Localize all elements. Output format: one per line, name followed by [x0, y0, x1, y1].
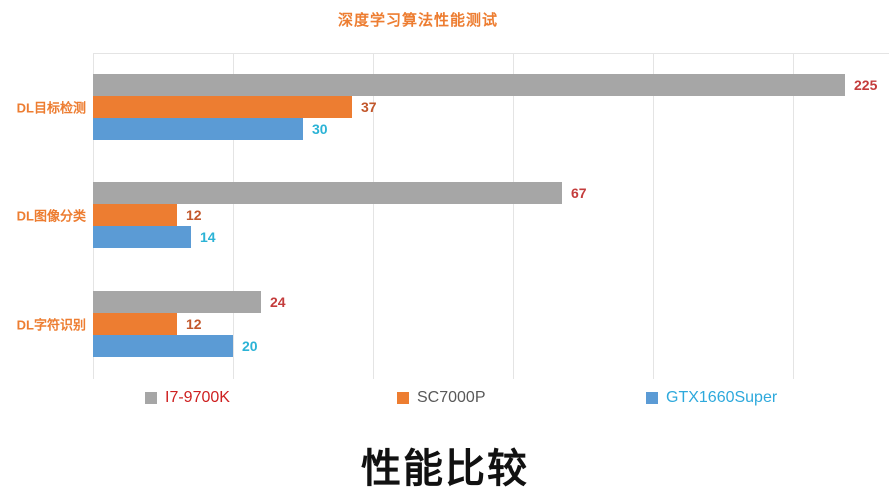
bar-row: 30: [93, 118, 890, 141]
bar: [93, 312, 177, 335]
bar-value-label: 20: [242, 337, 258, 354]
bar-value-label: 14: [200, 229, 216, 246]
bar-groups: DL目标检测 225 37 30 DL图像分类 67 12 14 DL字符识别 24 12 20: [0, 53, 890, 378]
bar: [93, 96, 352, 119]
bar-row: 225: [93, 74, 890, 97]
legend-item: GTX1660Super: [646, 389, 777, 407]
legend: I7-9700K SC7000P GTX1660Super: [0, 389, 890, 411]
legend-label: SC7000P: [417, 389, 486, 406]
bar: [93, 74, 845, 97]
bar-group: DL字符识别 24 12 20: [0, 270, 890, 378]
bar-row: 24: [93, 290, 890, 313]
bar-value-label: 12: [186, 315, 202, 332]
legend-swatch: [397, 392, 409, 404]
plot-area: DL目标检测 225 37 30 DL图像分类 67 12 14 DL字符识别 24 12 20: [0, 53, 890, 379]
gridline: [373, 54, 374, 379]
chart-title: 深度学习算法性能测试: [337, 12, 498, 29]
bar-group: DL目标检测 225 37 30: [0, 53, 890, 161]
category-label: DL字符识别: [16, 317, 86, 333]
bar-value-label: 225: [854, 77, 878, 94]
legend-swatch: [646, 392, 658, 404]
bar: [93, 118, 303, 141]
gridline: [513, 54, 514, 379]
legend-swatch: [145, 392, 157, 404]
bar-value-label: 24: [270, 293, 286, 310]
legend-item: I7-9700K: [145, 389, 230, 407]
bar-value-label: 67: [571, 185, 587, 202]
bar-value-label: 12: [186, 207, 202, 224]
legend-item: SC7000P: [397, 389, 486, 407]
bar: [93, 334, 233, 357]
bar-row: 20: [93, 334, 890, 357]
bar: [93, 226, 191, 249]
bar-value-label: 37: [361, 99, 377, 116]
bar-group: DL图像分类 67 12 14: [0, 161, 890, 269]
bar: [93, 182, 562, 205]
bar-row: 14: [93, 226, 890, 249]
bar: [93, 290, 261, 313]
category-label: DL图像分类: [16, 208, 86, 224]
legend-label: GTX1660Super: [666, 389, 778, 406]
bar-row: 12: [93, 312, 890, 335]
bar-value-label: 30: [312, 121, 328, 138]
bar-row: 67: [93, 182, 890, 205]
category-label: DL目标检测: [16, 100, 86, 116]
gridline: [793, 54, 794, 379]
bottom-title: 性能比较: [361, 447, 529, 491]
bar: [93, 204, 177, 227]
bar-row: 37: [93, 96, 890, 119]
gridline: [233, 54, 234, 379]
gridline: [653, 54, 654, 379]
bar-row: 12: [93, 204, 890, 227]
legend-label: I7-9700K: [165, 389, 230, 406]
